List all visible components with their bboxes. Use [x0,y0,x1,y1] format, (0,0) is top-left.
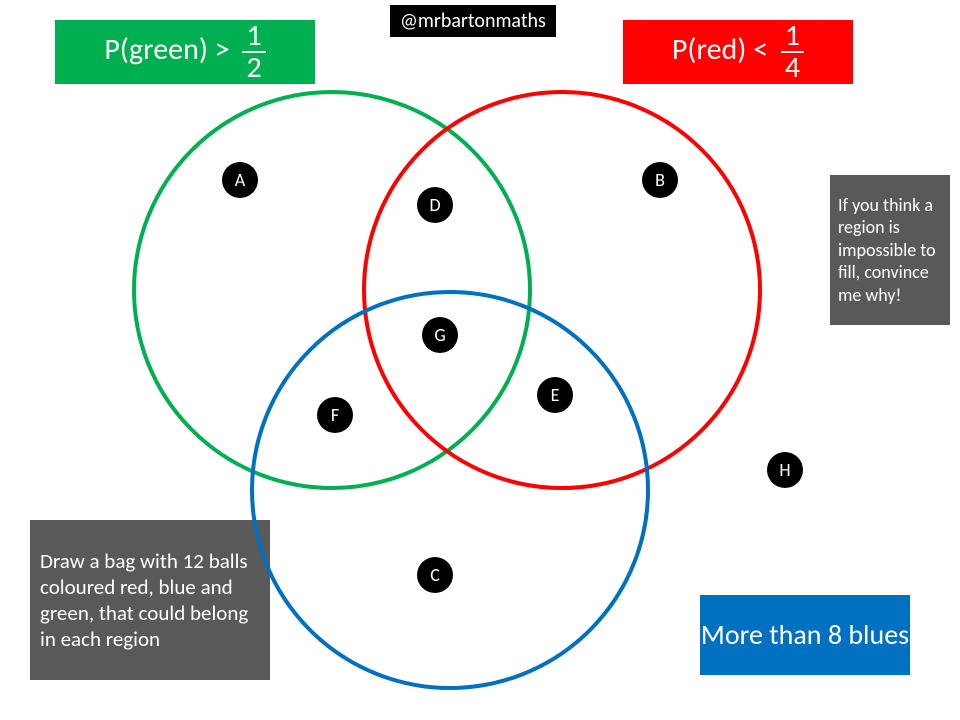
region-marker-a: A [222,162,258,198]
venn-circle-blue [250,290,650,690]
blue-count-label: More than 8 blues [700,595,910,675]
twitter-handle: @mrbartonmaths [390,5,556,37]
green-probability-label: P(green) > 12 [55,20,315,84]
region-marker-e: E [537,377,573,413]
instruction-box: Draw a bag with 12 balls coloured red, b… [30,520,270,680]
region-marker-h: H [767,452,803,488]
red-probability-label: P(red) < 14 [623,20,853,84]
region-marker-b: B [642,162,678,198]
red-label-prefix: P(red) < [672,31,775,68]
region-marker-g: G [422,317,458,353]
region-marker-f: F [317,397,353,433]
green-fraction: 12 [242,21,265,83]
region-marker-d: D [417,187,453,223]
red-fraction: 14 [781,21,804,83]
region-marker-c: C [417,557,453,593]
green-label-prefix: P(green) > [104,31,236,68]
hint-box: If you think a region is impossible to f… [830,175,950,325]
